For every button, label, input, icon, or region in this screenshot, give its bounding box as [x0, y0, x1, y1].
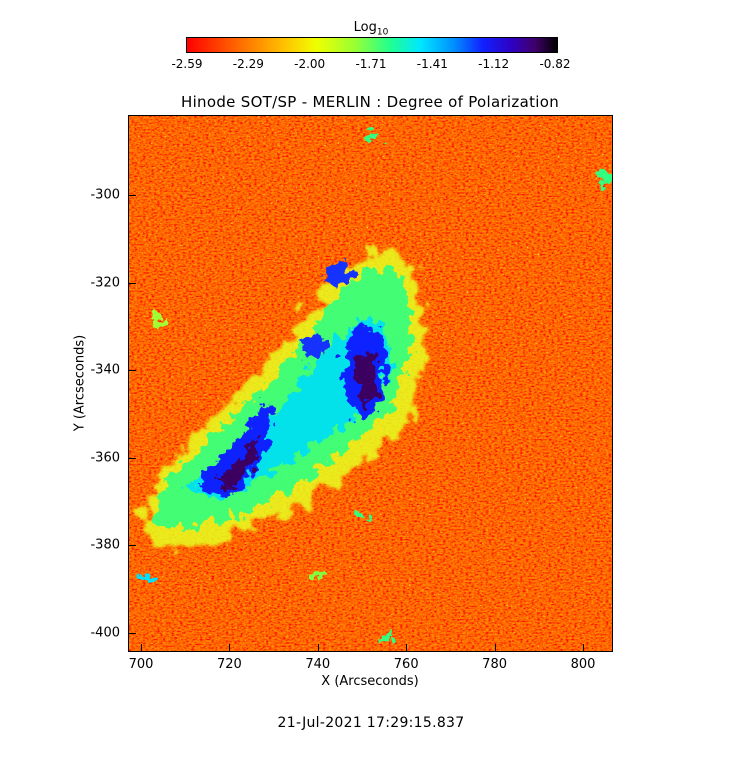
colorbar-tick-label: -2.00	[294, 57, 326, 71]
y-tick-label: -380	[90, 537, 120, 553]
colorbar-tick-label: -1.12	[478, 57, 510, 71]
x-tick-mark	[494, 644, 496, 652]
x-tick-label: 800	[570, 657, 596, 672]
y-tick-mark	[128, 457, 136, 459]
x-tick-label: 780	[482, 657, 508, 672]
colorbar-title-text: Log	[353, 20, 377, 35]
x-tick-mark	[141, 644, 142, 652]
x-tick-mark	[317, 644, 319, 652]
x-tick-mark	[229, 644, 231, 652]
y-tick-label: -340	[90, 362, 120, 378]
y-tick-mark	[128, 632, 136, 634]
y-tick-mark	[128, 195, 136, 196]
x-tick-mark	[583, 644, 584, 652]
polarization-map-image	[129, 116, 612, 651]
polarization-map	[128, 115, 613, 652]
x-tick-mark	[406, 644, 408, 652]
y-tick-label: -400	[90, 625, 120, 640]
y-tick-mark	[128, 545, 136, 546]
x-axis-label: X (Arcseconds)	[321, 674, 419, 689]
colorbar-title-subscript: 10	[376, 27, 389, 38]
y-tick-label: -320	[90, 275, 120, 290]
plot-title: Hinode SOT/SP - MERLIN : Degree of Polar…	[180, 93, 560, 111]
colorbar-tick-label: -1.71	[355, 57, 387, 71]
x-tick-label: 700	[128, 657, 154, 672]
x-tick-label: 740	[305, 657, 331, 672]
colorbar-title: Log10	[354, 20, 389, 38]
colorbar-tick-label: -2.29	[232, 57, 264, 71]
y-tick-mark	[128, 282, 136, 284]
colorbar-tick-label: -1.41	[416, 57, 448, 71]
colorbar	[186, 37, 558, 53]
x-tick-label: 720	[216, 657, 242, 672]
y-tick-label: -360	[90, 450, 120, 465]
colorbar-tick-label: -0.82	[539, 57, 571, 71]
timestamp: 21-Jul-2021 17:29:15.837	[277, 715, 465, 731]
colorbar-tick-label: -2.59	[171, 57, 203, 71]
y-tick-label: -300	[90, 187, 120, 203]
y-tick-mark	[128, 370, 136, 371]
y-axis-label: Y (Arcseconds)	[72, 334, 88, 432]
x-tick-label: 760	[393, 657, 419, 672]
